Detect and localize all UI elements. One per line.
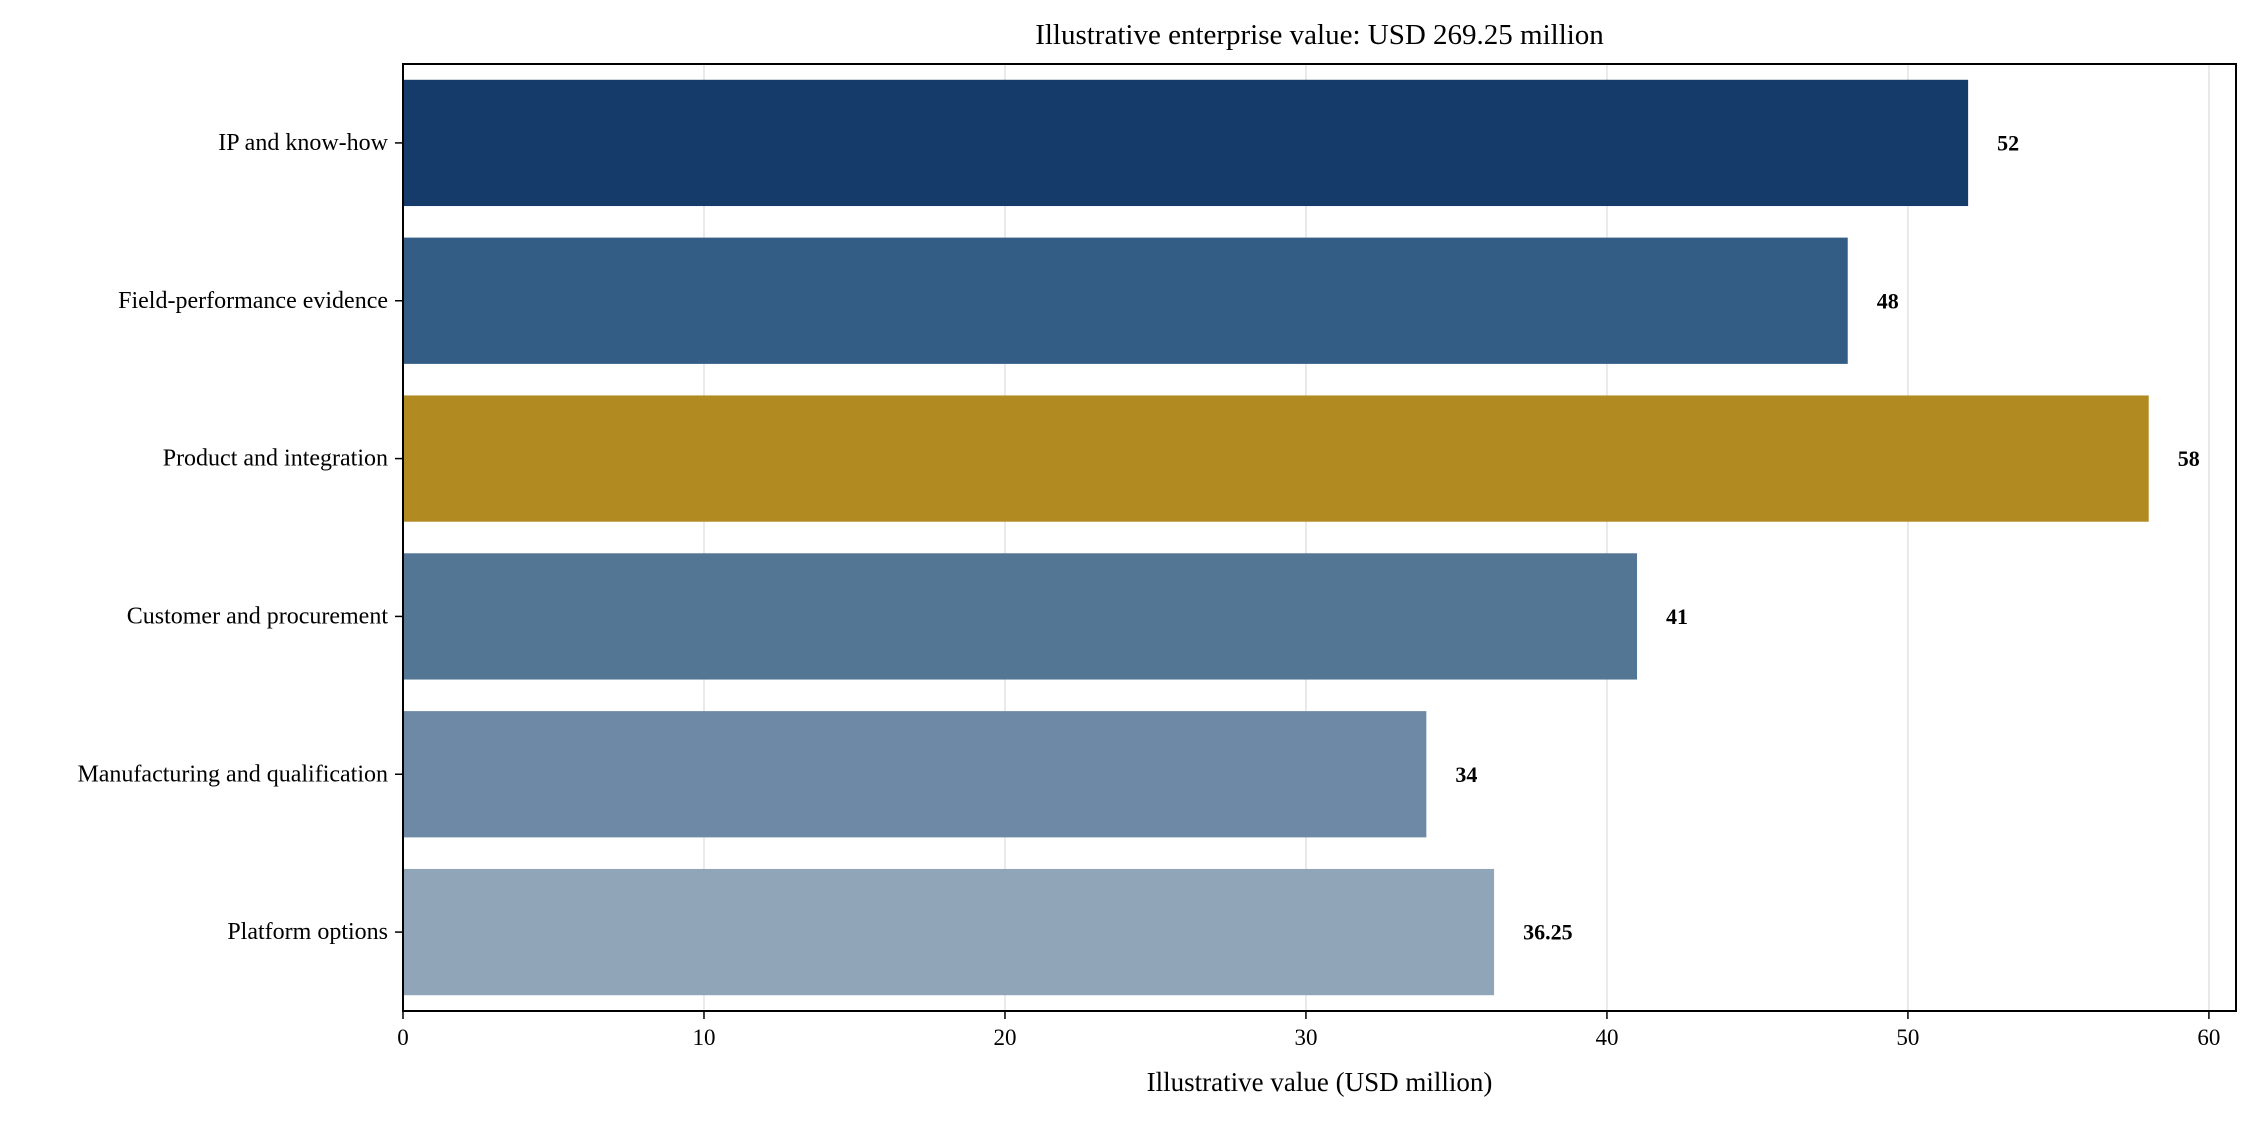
category-label-5: Manufacturing and qualification [77, 761, 388, 787]
chart-title: Illustrative enterprise value: USD 269.2… [1035, 19, 1604, 51]
category-label-2: Field-performance evidence [118, 288, 388, 314]
bar-value-label-6: 36.25 [1523, 920, 1573, 945]
x-tick-label-4: 40 [1595, 1025, 1618, 1050]
x-tick-label-0: 0 [397, 1025, 409, 1050]
bar-value-label-4: 41 [1666, 604, 1688, 629]
x-tick-label-3: 30 [1294, 1025, 1317, 1050]
bar-4 [403, 553, 1638, 680]
plot-frame [402, 63, 2237, 1012]
x-axis-label: Illustrative value (USD million) [1147, 1067, 1493, 1097]
x-axis-ticks: 0 10 20 30 40 50 60 [397, 1011, 2220, 1050]
x-tick-label-6: 60 [2197, 1025, 2220, 1050]
x-tick-label-2: 20 [993, 1025, 1016, 1050]
bar-5 [403, 711, 1427, 838]
category-label-4: Customer and procurement [127, 603, 389, 629]
x-tick-label-1: 10 [692, 1025, 715, 1050]
y-axis-ticks: IP and know-how Field-performance evidenc… [77, 130, 403, 945]
category-label-3: Product and integration [163, 446, 388, 472]
bar-6 [403, 868, 1495, 996]
x-tick-label-5: 50 [1896, 1025, 1919, 1050]
bar-1 [403, 79, 1969, 207]
category-label-1: IP and know-how [218, 130, 388, 156]
category-label-6: Platform options [227, 919, 388, 945]
bar-value-label-3: 58 [2178, 446, 2200, 471]
bar-value-label-2: 48 [1877, 288, 1899, 313]
gridlines [703, 64, 2210, 1011]
bar-2 [403, 237, 1848, 364]
bar-value-label-5: 34 [1455, 762, 1477, 787]
bar-value-label-1: 52 [1997, 130, 2019, 155]
bars: 52 48 58 41 34 36.25 [403, 79, 2200, 996]
bar-3 [403, 395, 2149, 522]
